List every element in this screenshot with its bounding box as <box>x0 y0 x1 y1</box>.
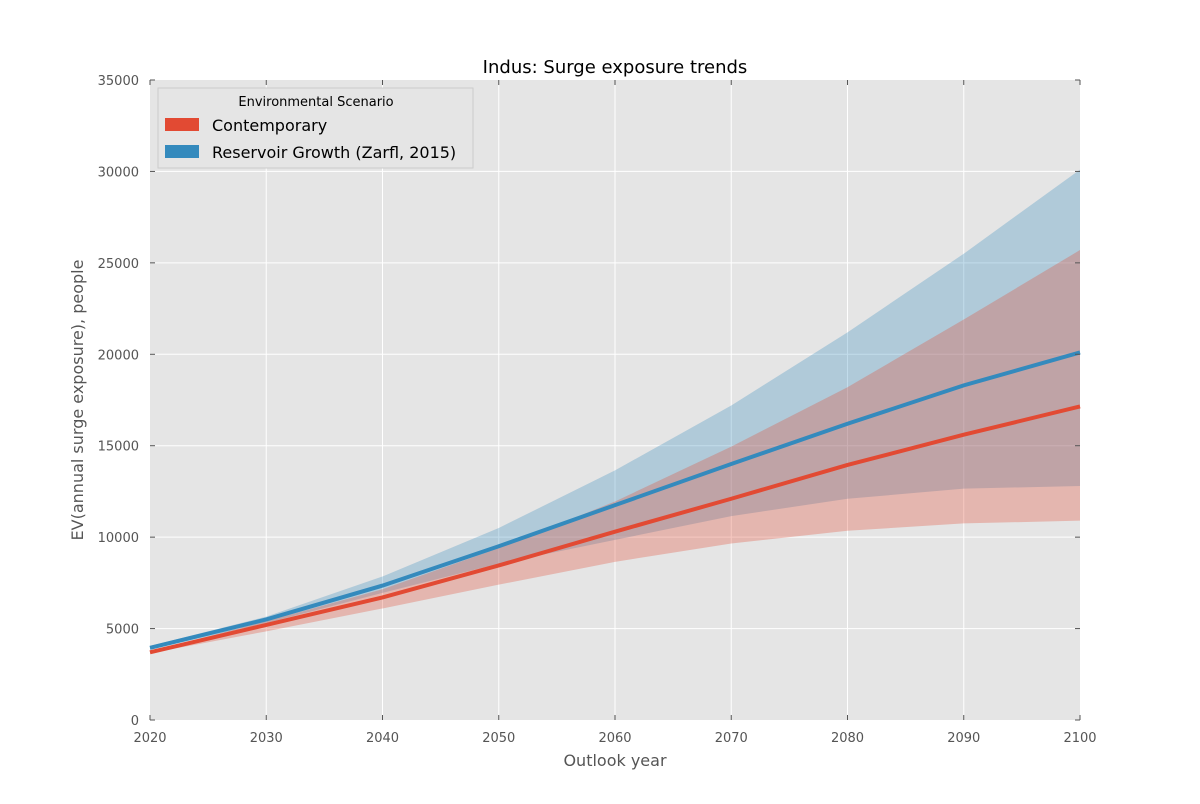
chart-title: Indus: Surge exposure trends <box>483 57 748 78</box>
legend-label-contemporary: Contemporary <box>212 116 327 135</box>
y-tick-label: 0 <box>131 714 139 729</box>
y-tick-label: 20000 <box>98 348 139 363</box>
legend-box <box>157 87 474 169</box>
axes: 2020 2030 2040 2050 2060 2070 2080 2090 2100 0 500… <box>98 74 1097 746</box>
x-tick-label: 2070 <box>715 731 748 746</box>
y-tick-label: 25000 <box>98 257 139 272</box>
series-lines <box>149 350 1081 655</box>
x-tick-label: 2050 <box>482 731 515 746</box>
series-line-contemporary <box>149 404 1081 655</box>
legend-label-reservoir-growth: Reservoir Growth (Zarfl, 2015) <box>212 143 456 162</box>
x-tick-label: 2060 <box>598 731 631 746</box>
legend-swatch-reservoir-growth <box>165 145 199 158</box>
y-tick-label: 15000 <box>98 440 139 455</box>
x-tick-label: 2100 <box>1063 731 1096 746</box>
y-tick-label: 10000 <box>98 531 139 546</box>
legend-swatch-contemporary <box>165 118 199 131</box>
x-tick-label: 2080 <box>831 731 864 746</box>
legend: Environmental Scenario Contemporary Rese… <box>157 87 474 169</box>
x-tick-label: 2040 <box>366 731 399 746</box>
y-tick-label: 35000 <box>98 74 139 89</box>
y-tick-label: 30000 <box>98 165 139 180</box>
x-tick-label: 2020 <box>133 731 166 746</box>
x-axis-label: Outlook year <box>563 751 667 770</box>
series-line-reservoir-growth <box>149 350 1081 650</box>
x-tick-label: 2090 <box>947 731 980 746</box>
x-tick-label: 2030 <box>250 731 283 746</box>
y-tick-label: 5000 <box>106 623 139 638</box>
legend-title: Environmental Scenario <box>238 95 393 110</box>
y-axis-label: EV(annual surge exposure), people <box>68 260 87 541</box>
